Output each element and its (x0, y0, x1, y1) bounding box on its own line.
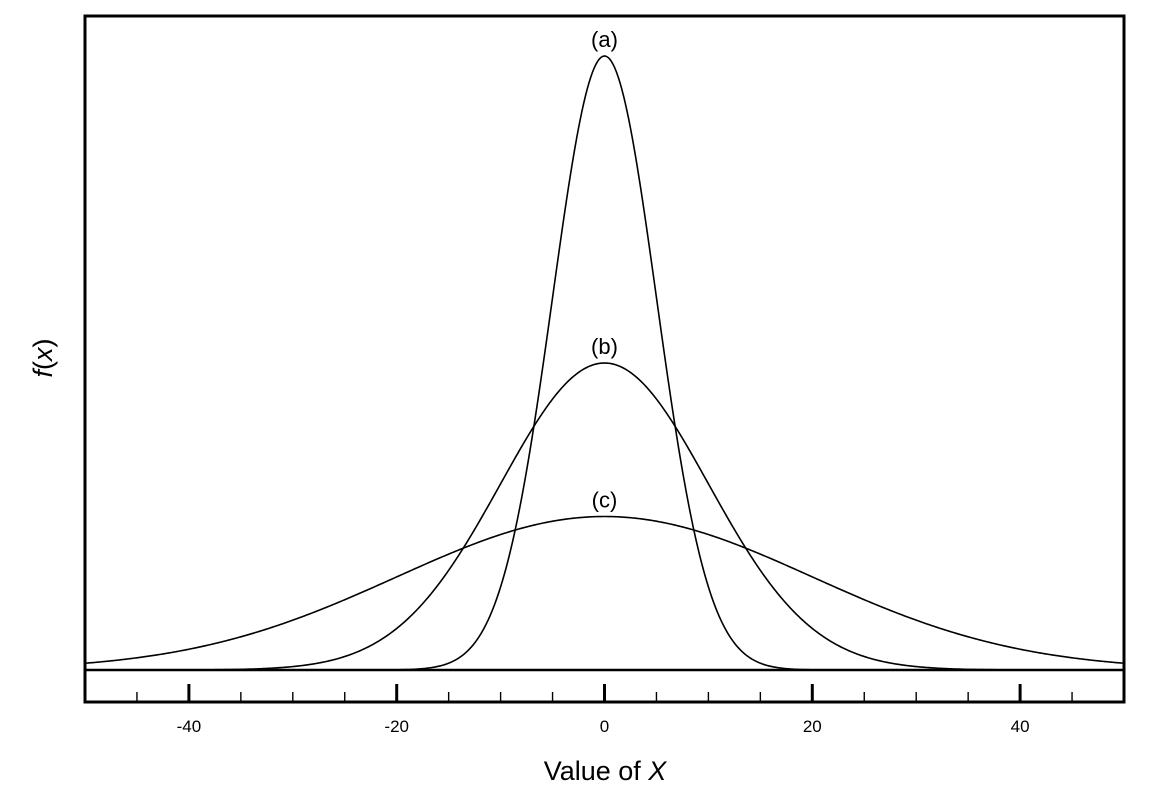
x-tick-labels: -40 -20 0 20 40 (177, 717, 1030, 736)
x-tick-label: -20 (384, 717, 409, 736)
curve-label-b: (b) (591, 334, 618, 359)
curve-c-line (84, 515, 1125, 665)
y-axis-title-f: f (28, 368, 58, 378)
y-axis-title-open: ( (28, 361, 58, 370)
x-axis-title-text: Value of (544, 756, 649, 786)
y-axis-title: f(x) (28, 338, 58, 377)
plot-frame (83, 14, 1126, 704)
x-tick-label: 40 (1011, 717, 1030, 736)
x-axis-title: Value of X (544, 756, 668, 786)
y-axis-title-var: x (28, 346, 58, 363)
x-tick-label: -40 (177, 717, 202, 736)
x-axis-title-var: X (647, 756, 667, 786)
curve-labels: (a) (b) (c) (591, 27, 618, 513)
curve-label-c: (c) (592, 488, 618, 513)
curves-group (84, 55, 1125, 671)
x-tick-label: 0 (600, 717, 609, 736)
x-ticks-group (136, 684, 1073, 702)
curve-b-line (85, 362, 1124, 671)
curve-a-line (85, 55, 1124, 671)
curve-label-a: (a) (591, 27, 618, 52)
y-axis-title-close: ) (28, 338, 58, 347)
x-tick-label: 20 (803, 717, 822, 736)
